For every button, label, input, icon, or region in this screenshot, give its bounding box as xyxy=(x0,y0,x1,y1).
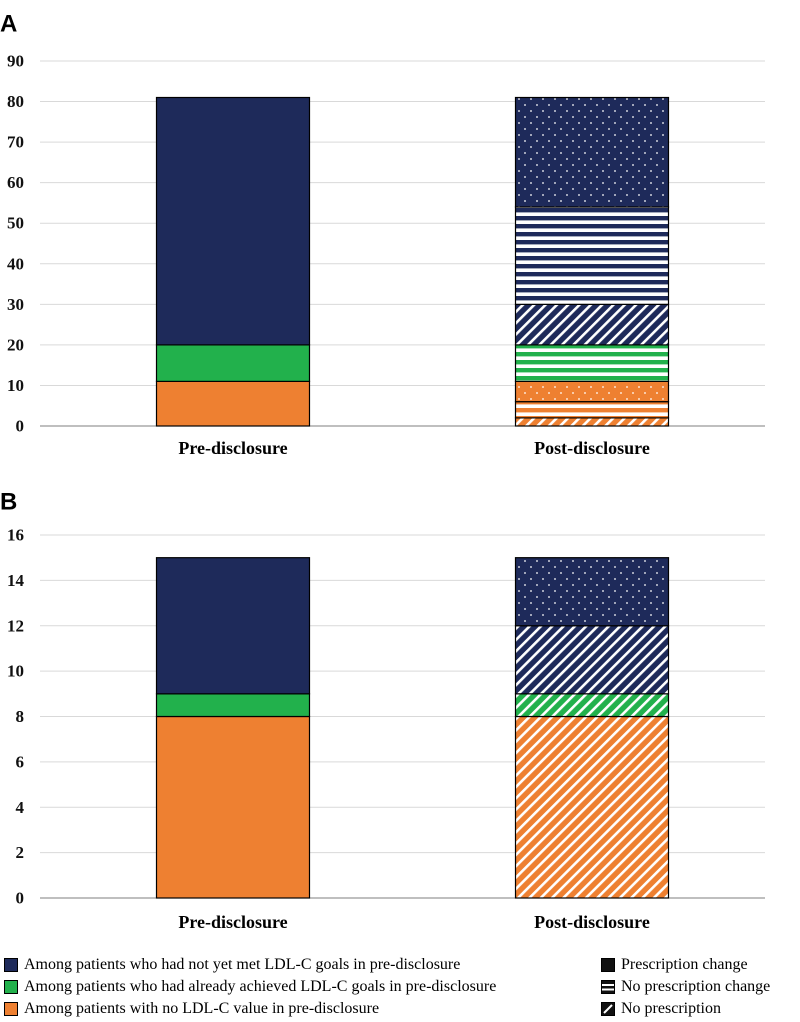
y-tick-label: 10 xyxy=(7,376,24,395)
legend-item-not-met: Among patients who had not yet met LDL-C… xyxy=(4,954,496,976)
bar-segment-no_ldl-no_prescription xyxy=(514,417,670,427)
bar-segment-not_met-prescription_change xyxy=(514,557,670,627)
y-tick-label: 0 xyxy=(16,417,25,436)
x-category-label: Post-disclosure xyxy=(534,438,650,458)
panel-label: A xyxy=(0,11,17,38)
y-tick-label: 0 xyxy=(16,889,25,908)
y-tick-label: 40 xyxy=(7,254,24,273)
bar-segment-achieved-no_prescription xyxy=(514,693,670,718)
legend-label: No prescription change xyxy=(621,978,771,995)
legend-label: Among patients who had already achieved … xyxy=(24,978,497,995)
y-tick-label: 8 xyxy=(16,707,25,726)
bar-segment-not_met-no_change xyxy=(514,206,670,305)
y-tick-label: 90 xyxy=(7,52,24,71)
legend-swatch-solid xyxy=(601,958,615,972)
legend-statuses: Prescription change No prescription chan… xyxy=(601,954,770,1020)
bar-segment-not_met-solid xyxy=(155,557,311,695)
legend-swatch-orange xyxy=(4,1002,18,1016)
y-tick-label: 50 xyxy=(7,214,24,233)
legend-groups: Among patients who had not yet met LDL-C… xyxy=(4,954,496,1020)
legend-item-no-prescription: No prescription xyxy=(601,998,770,1020)
legend-item-no-ldl: Among patients with no LDL-C value in pr… xyxy=(4,998,496,1020)
bar-segment-not_met-prescription_change xyxy=(514,96,670,208)
y-tick-label: 14 xyxy=(7,571,25,590)
panel-A: A 0 10 20 30 40 50 60 70 80 90 Pre-disclosure Post-d… xyxy=(0,11,765,458)
bar-segment-no_ldl-no_change xyxy=(514,401,670,419)
bar-segment-achieved-solid xyxy=(155,693,311,718)
legend-swatch-hatched xyxy=(601,1002,615,1016)
legend-label: Among patients who had not yet met LDL-C… xyxy=(24,956,461,973)
y-tick-label: 12 xyxy=(7,616,24,635)
y-tick-label: 10 xyxy=(7,662,24,681)
x-category-label: Pre-disclosure xyxy=(178,912,287,932)
legend-item-no-change: No prescription change xyxy=(601,976,770,998)
bar-segment-not_met-solid xyxy=(155,96,311,346)
bar-segment-no_ldl-solid xyxy=(155,380,311,427)
y-tick-label: 70 xyxy=(7,133,24,152)
legend-swatch-striped xyxy=(601,980,615,994)
bar-segment-achieved-no_change xyxy=(514,344,670,382)
y-tick-label: 2 xyxy=(16,843,25,862)
y-tick-label: 4 xyxy=(16,798,25,817)
y-tick-label: 20 xyxy=(7,335,24,354)
bar-segment-achieved-solid xyxy=(155,344,311,382)
panel-B: B 0 2 4 6 8 10 12 14 16 Pre-disclosure Post-disclos… xyxy=(0,489,765,932)
y-tick-label: 6 xyxy=(16,752,25,771)
panel-label: B xyxy=(0,489,17,516)
legend-swatch-navy xyxy=(4,958,18,972)
bar-segment-not_met-no_prescription xyxy=(514,303,670,346)
y-tick-label: 80 xyxy=(7,92,24,111)
bar-segment-no_ldl-prescription_change xyxy=(514,380,670,403)
legend-label: Prescription change xyxy=(621,956,748,973)
y-tick-label: 30 xyxy=(7,295,24,314)
y-tick-label: 60 xyxy=(7,173,24,192)
legend-swatch-green xyxy=(4,980,18,994)
bar-segment-not_met-no_prescription xyxy=(514,625,670,695)
legend-item-prescription-change: Prescription change xyxy=(601,954,770,976)
legend-item-achieved: Among patients who had already achieved … xyxy=(4,976,496,998)
bar-segment-no_ldl-no_prescription xyxy=(514,715,670,899)
x-category-label: Post-disclosure xyxy=(534,912,650,932)
bar-segment-no_ldl-solid xyxy=(155,715,311,899)
y-tick-label: 16 xyxy=(7,526,24,545)
x-category-label: Pre-disclosure xyxy=(178,438,287,458)
legend-label: No prescription xyxy=(621,1000,721,1017)
legend-label: Among patients with no LDL-C value in pr… xyxy=(24,1000,380,1017)
